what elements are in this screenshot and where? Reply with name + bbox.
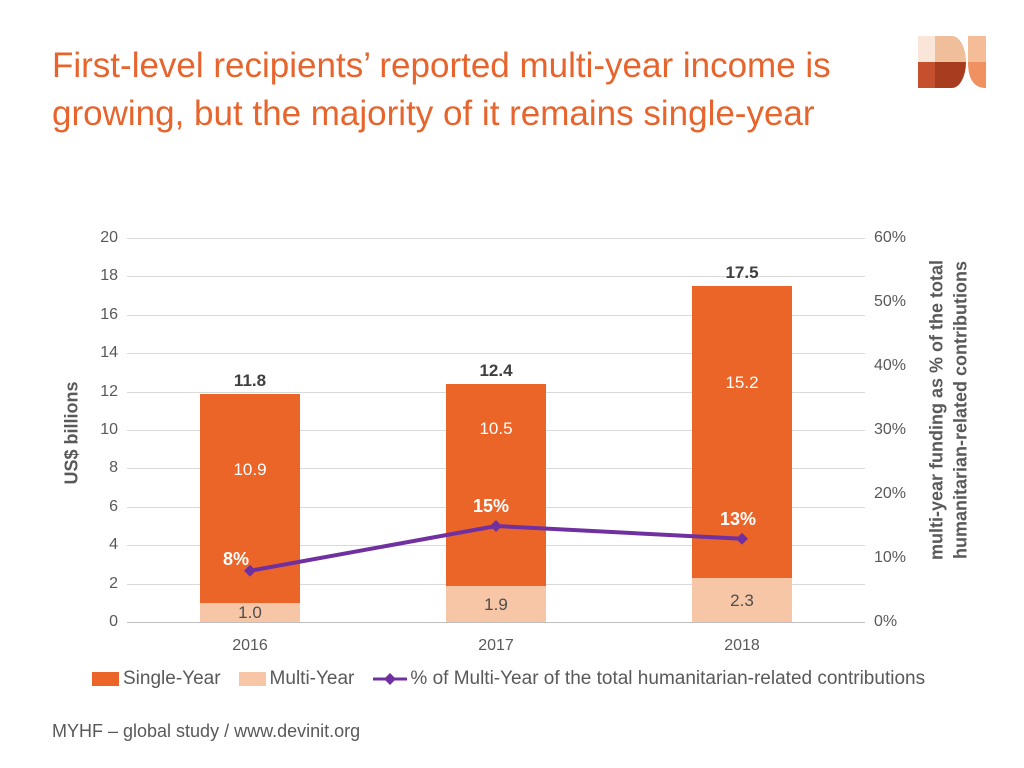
pct-line	[249, 523, 743, 573]
devinit-logo-icon	[918, 36, 986, 88]
multi-year-value-label: 1.9	[484, 594, 508, 614]
legend-item-single-year: Single-Year	[92, 668, 221, 690]
slide-footer: MYHF – global study / www.devinit.org	[52, 721, 361, 741]
legend-item-multi-year: Multi-Year	[238, 668, 355, 690]
x-axis-tick-2017: 2017	[478, 637, 514, 654]
x-axis-tick-2016: 2016	[232, 637, 268, 654]
right-axis-tick: 30%	[874, 421, 907, 438]
left-axis-tick: 4	[109, 536, 118, 554]
right-axis-title-line2: humanitarian-related contributions	[951, 260, 971, 560]
single-year-value-label: 15.2	[725, 373, 759, 393]
line-point-marker	[244, 564, 256, 577]
bar-multi-year-2016	[200, 602, 300, 622]
bar-single-year-2018	[692, 286, 792, 578]
right-axis-tick: 10%	[874, 549, 907, 566]
left-axis-tick: 18	[100, 267, 118, 285]
right-axis-tick: 60%	[874, 229, 907, 246]
single-year-value-label: 10.5	[479, 419, 513, 439]
gridline	[127, 353, 865, 355]
legend-item-pct-line: % of Multi-Year of the total humanitaria…	[372, 668, 925, 690]
legend-label-pct-line: % of Multi-Year of the total humanitaria…	[410, 668, 926, 689]
legend-label-multi-year: Multi-Year	[269, 668, 355, 689]
gridline	[127, 276, 865, 278]
left-axis-tick: 16	[100, 305, 118, 323]
gridline	[127, 314, 865, 316]
right-axis-tick: 40%	[874, 357, 907, 374]
total-value-label: 17.5	[725, 263, 759, 282]
bar-multi-year-2017	[446, 585, 546, 622]
plot-area: 10.9 1.0 11.8 10.5 1.9 12.4 15.2 2.3 17.5 8% 15% 13…	[127, 238, 865, 623]
pct-value-label: 15%	[472, 496, 510, 516]
legend-label-single-year: Single-Year	[123, 668, 221, 689]
right-axis-tick: 0%	[874, 613, 898, 630]
pct-value-label: 13%	[719, 508, 757, 529]
right-axis-title: multi-year funding as % of the total hum…	[925, 260, 974, 560]
left-axis-tick: 14	[100, 344, 118, 362]
left-axis-tick: 12	[100, 382, 118, 400]
left-axis-tick: 10	[100, 421, 118, 438]
pct-value-label: 8%	[222, 548, 249, 569]
left-axis-tick: 8	[109, 459, 118, 477]
bar-single-year-2017	[446, 383, 546, 586]
left-axis-tick: 2	[109, 574, 118, 592]
single-year-value-label: 10.9	[233, 459, 267, 479]
total-value-label: 11.8	[233, 370, 267, 390]
multi-year-value-label: 2.3	[730, 590, 754, 610]
total-value-label: 12.4	[479, 360, 513, 380]
multi-year-swatch-icon	[238, 672, 266, 686]
gridline	[127, 622, 865, 623]
line-marker-swatch-icon	[373, 673, 408, 685]
line-point-marker	[736, 532, 748, 545]
gridline	[127, 238, 865, 239]
bar-multi-year-2018	[692, 577, 792, 622]
right-axis-tick: 50%	[874, 293, 907, 310]
left-axis-tick: 20	[100, 229, 118, 246]
single-year-swatch-icon	[92, 672, 119, 686]
x-axis-tick-2018: 2018	[724, 637, 760, 654]
line-point-marker	[490, 520, 502, 532]
left-axis-tick: 6	[109, 497, 118, 515]
left-axis-tick: 0	[109, 613, 118, 630]
slide-title: First-level recipients’ reported multi-y…	[52, 46, 831, 133]
multi-year-value-label: 1.0	[238, 603, 262, 623]
chart-legend: Single-Year Multi-Year % of Multi-Year o…	[92, 668, 925, 690]
pct-line-series	[244, 520, 748, 577]
right-axis-tick: 20%	[874, 485, 907, 502]
